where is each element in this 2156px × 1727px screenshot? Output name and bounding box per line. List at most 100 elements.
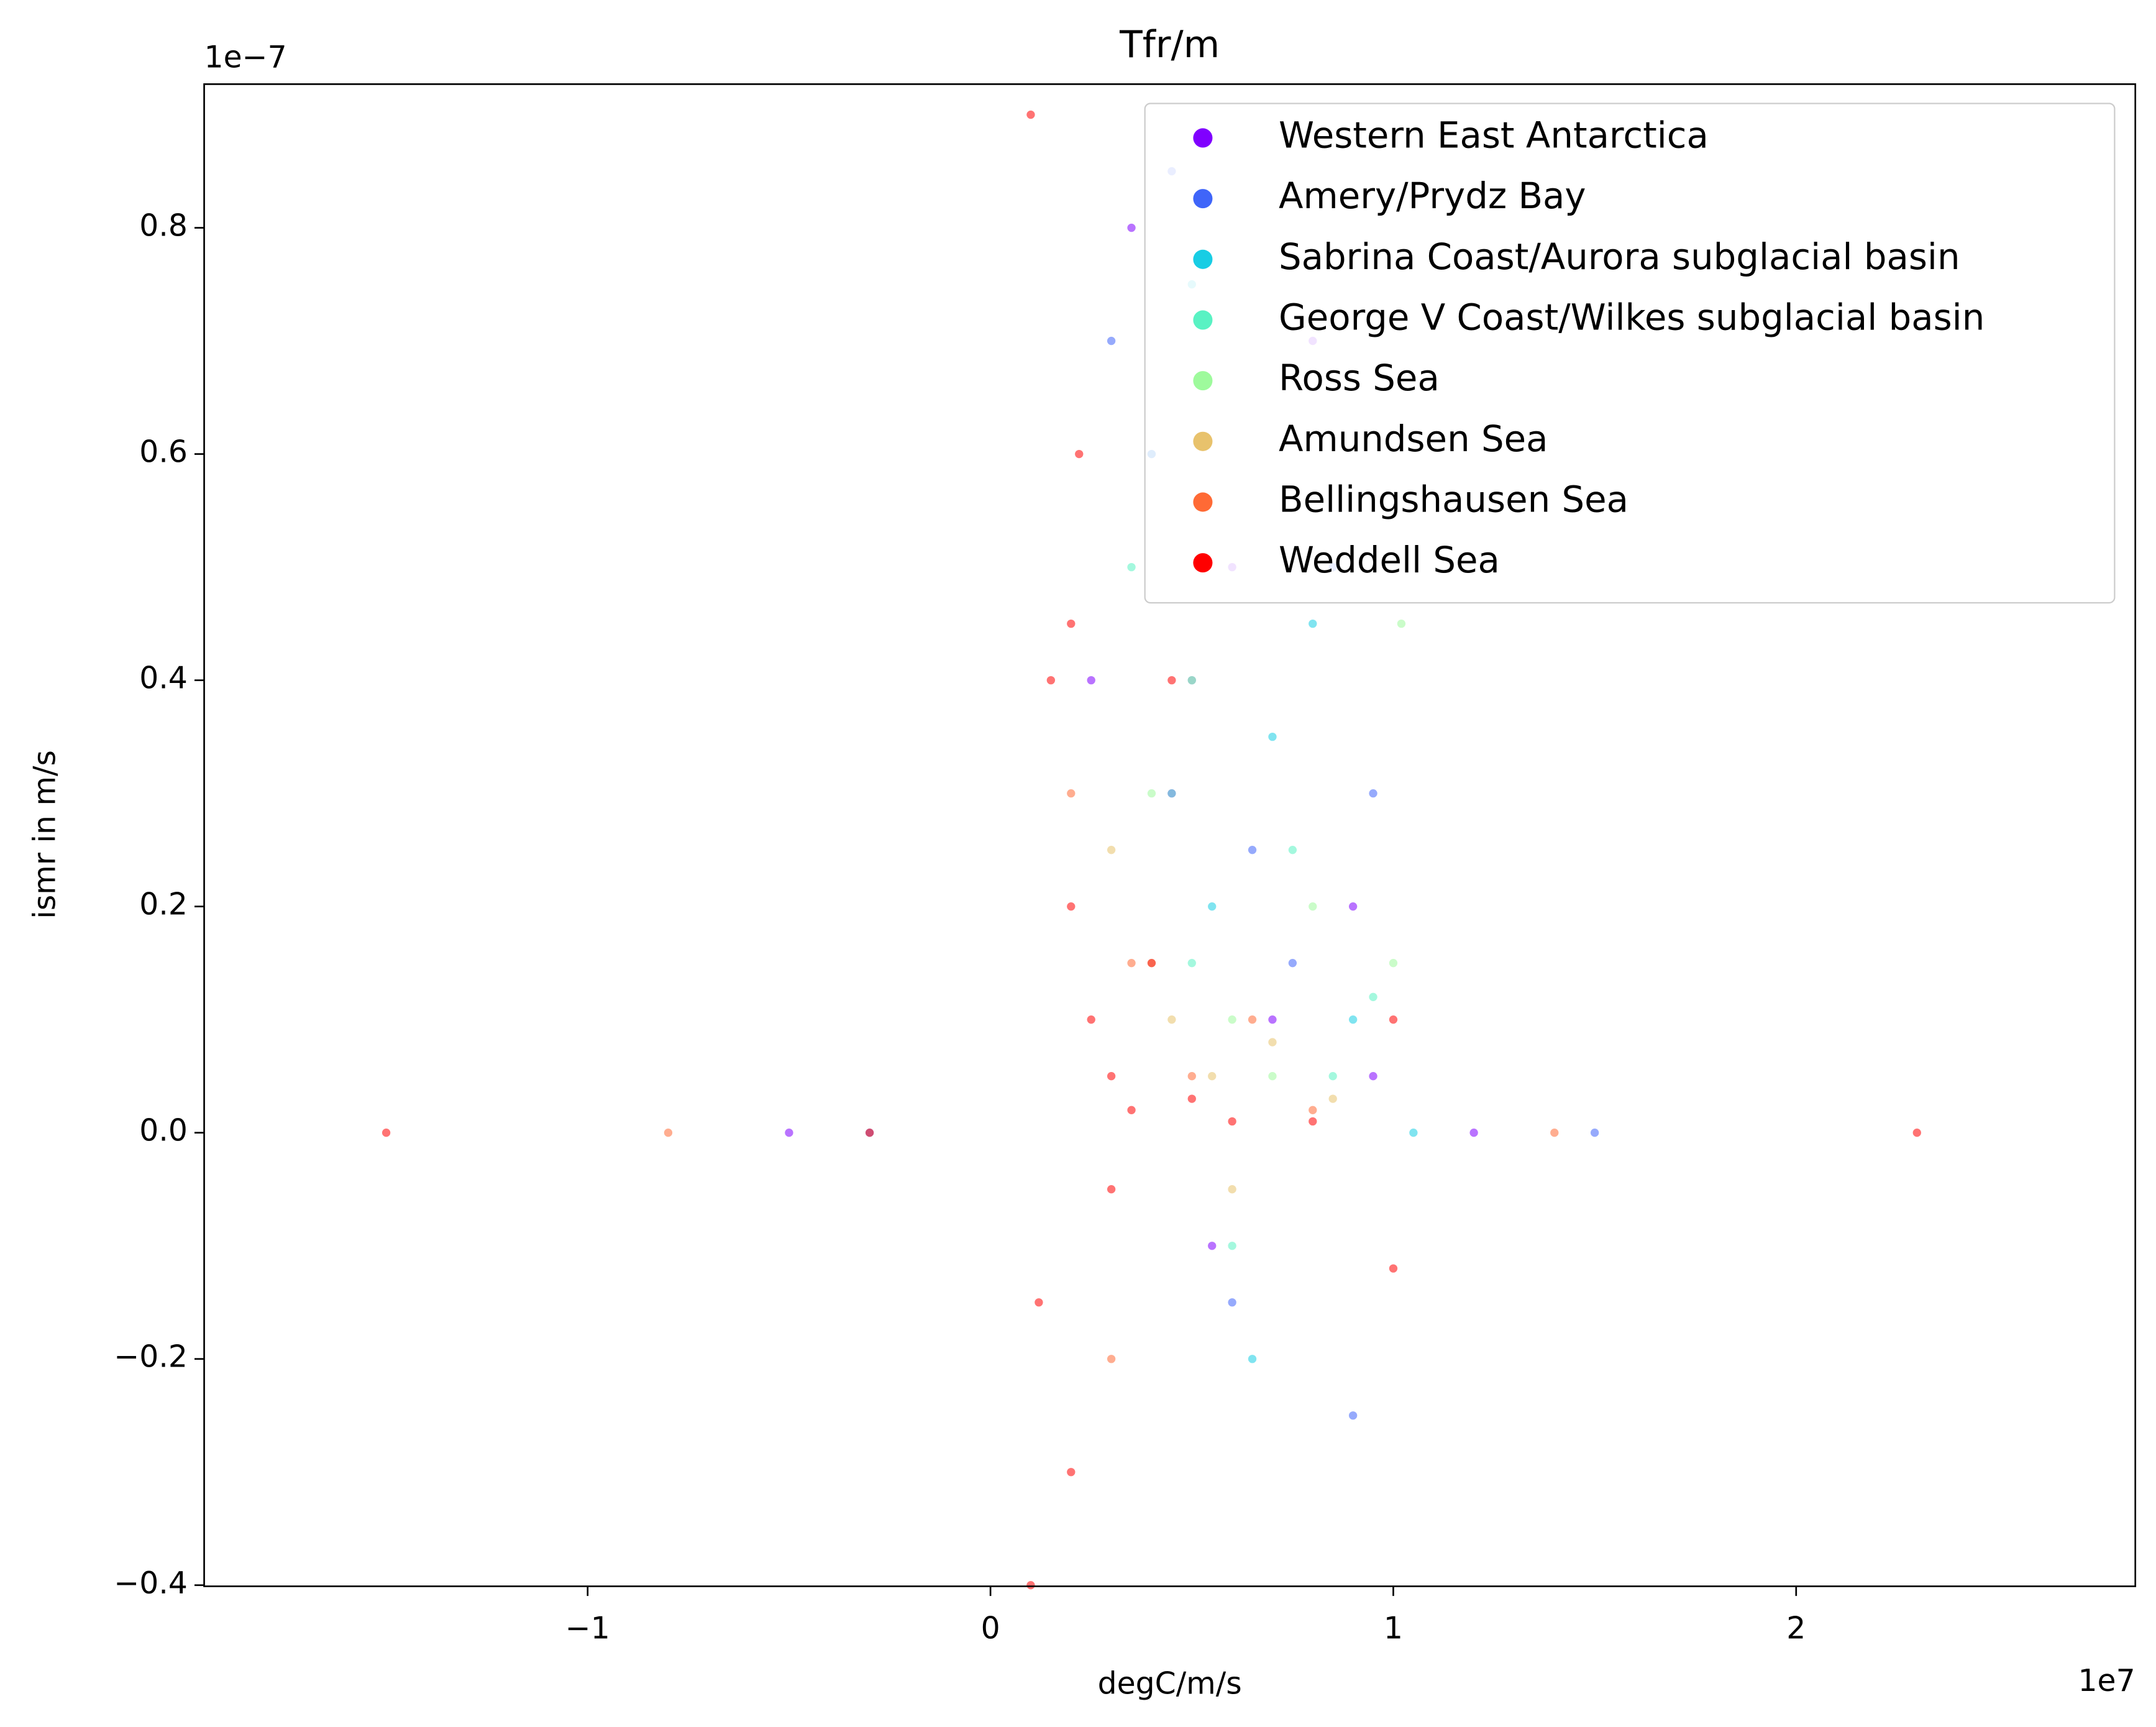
scatter-point: [1369, 992, 1377, 1001]
scatter-point: [1167, 1015, 1176, 1024]
scatter-point: [1228, 1117, 1236, 1126]
scatter-point: [1409, 1129, 1418, 1137]
scatter-point: [1912, 1129, 1921, 1137]
scatter-point: [1167, 789, 1176, 798]
scatter-point: [1127, 1106, 1136, 1114]
scatter-point: [1046, 676, 1056, 685]
scatter-point: [1248, 846, 1257, 854]
legend-label: Weddell Sea: [1279, 539, 1500, 581]
scatter-point: [1067, 1468, 1076, 1477]
scatter-point: [1107, 1355, 1116, 1363]
scatter-point: [1348, 902, 1358, 911]
scatter-point: [1208, 1072, 1217, 1081]
scatter-point: [1026, 1581, 1035, 1590]
scatter-point: [1288, 959, 1297, 968]
scatter-point: [1309, 1117, 1317, 1126]
scatter-point: [1087, 676, 1095, 685]
scatter-point: [1127, 959, 1136, 968]
legend-box: [1144, 103, 2116, 604]
scatter-point: [1369, 789, 1377, 798]
scatter-point: [1309, 619, 1317, 628]
scatter-point: [1288, 846, 1297, 854]
legend-marker: [1193, 553, 1213, 573]
scatter-point: [1208, 902, 1217, 911]
scatter-point: [1187, 1072, 1196, 1081]
legend-label: Sabrina Coast/Aurora subglacial basin: [1279, 236, 1960, 278]
legend-marker: [1193, 371, 1213, 391]
scatter-point: [1107, 1185, 1116, 1194]
scatter-point: [1107, 1072, 1116, 1081]
y-axis-label: ismr in m/s: [27, 750, 62, 919]
scatter-point: [1087, 1015, 1095, 1024]
scatter-point: [1348, 1015, 1358, 1024]
scatter-point: [1127, 223, 1136, 232]
scatter-point: [1268, 1015, 1277, 1024]
legend-marker: [1193, 249, 1213, 269]
scatter-point: [1228, 1242, 1236, 1250]
x-tick-label: 1: [1384, 1611, 1403, 1646]
legend-label: Amundsen Sea: [1279, 418, 1548, 460]
scatter-point: [1397, 619, 1406, 628]
x-tick-label: 0: [981, 1611, 1000, 1646]
scatter-point: [1067, 619, 1076, 628]
scatter-point: [1389, 1264, 1398, 1273]
scatter-point: [1208, 1242, 1217, 1250]
legend-marker: [1193, 128, 1213, 148]
scatter-point: [1167, 676, 1176, 685]
scatter-point: [1328, 1072, 1337, 1081]
scatter-point: [1147, 789, 1156, 798]
scatter-point: [1107, 336, 1116, 346]
scatter-point: [1067, 902, 1076, 911]
scatter-point: [1187, 676, 1196, 685]
scatter-point: [865, 1129, 874, 1137]
scatter-point: [1187, 1094, 1196, 1103]
scatter-point: [1248, 1015, 1257, 1024]
legend-label: Amery/Prydz Bay: [1279, 175, 1586, 217]
scatter-point: [1309, 902, 1317, 911]
scatter-point: [1590, 1129, 1599, 1137]
legend-marker: [1193, 310, 1213, 330]
scatter-point: [1550, 1129, 1559, 1137]
plot-frame: [203, 83, 2137, 1587]
y-tick-label: 0.2: [139, 887, 188, 922]
scatter-point: [1035, 1298, 1043, 1307]
legend-label: Ross Sea: [1279, 357, 1440, 399]
legend-label: George V Coast/Wilkes subglacial basin: [1279, 296, 1985, 339]
y-tick-label: 0.4: [139, 661, 188, 696]
scatter-point: [1248, 1355, 1257, 1363]
y-tick-label: −0.2: [114, 1339, 188, 1375]
legend-label: Western East Antarctica: [1279, 114, 1709, 157]
scatter-point: [664, 1129, 673, 1137]
scatter-point: [1127, 562, 1136, 572]
scatter-point: [1228, 1185, 1236, 1194]
scatter-point: [1107, 846, 1116, 854]
scatter-point: [1369, 1072, 1377, 1081]
x-tick-label: −1: [565, 1611, 610, 1646]
legend-marker: [1193, 431, 1213, 451]
x-tick-label: 2: [1786, 1611, 1806, 1646]
y-tick-label: 0.6: [139, 434, 188, 470]
y-tick-label: −0.4: [114, 1565, 188, 1601]
scatter-point: [1187, 959, 1196, 968]
scatter-point: [1389, 1015, 1398, 1024]
x-axis-label: degC/m/s: [1098, 1665, 1242, 1701]
scatter-point: [1268, 1038, 1277, 1047]
scatter-point: [1147, 959, 1156, 968]
x-offset-label: 1e7: [2078, 1663, 2135, 1698]
scatter-point: [1389, 959, 1398, 968]
legend-marker: [1193, 189, 1213, 209]
scatter-point: [785, 1129, 793, 1137]
y-tick-label: 0.8: [139, 208, 188, 244]
scatter-point: [1309, 1106, 1317, 1114]
scatter-point: [1026, 110, 1035, 119]
y-tick-label: 0.0: [139, 1113, 188, 1148]
legend-label: Bellingshausen Sea: [1279, 479, 1628, 521]
scatter-point: [1228, 1015, 1236, 1024]
scatter-point: [1328, 1094, 1337, 1103]
scatter-point: [1228, 1298, 1236, 1307]
scatter-point: [1075, 449, 1084, 459]
scatter-point: [1268, 732, 1277, 741]
y-offset-label: 1e−7: [204, 39, 287, 75]
scatter-point: [1469, 1129, 1478, 1137]
